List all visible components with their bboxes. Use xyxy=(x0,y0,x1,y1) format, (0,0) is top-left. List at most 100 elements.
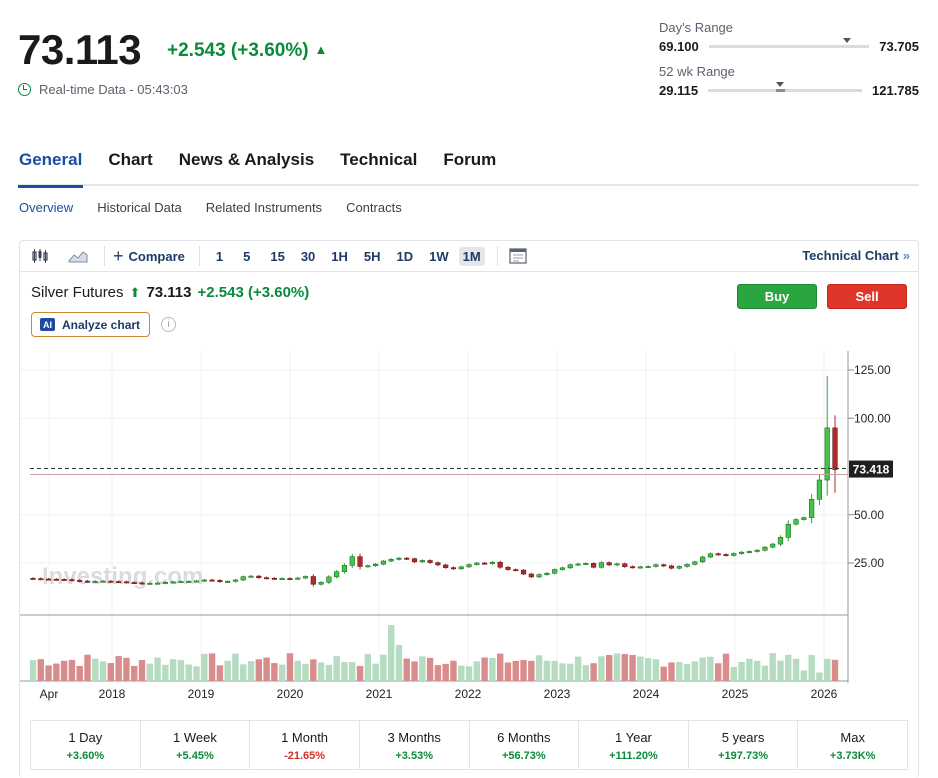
perf-1-week[interactable]: 1 Week +5.45% xyxy=(141,721,251,769)
instrument-name: Silver Futures xyxy=(31,284,124,301)
interval-1w[interactable]: 1W xyxy=(429,248,449,264)
candle-up xyxy=(559,567,566,570)
volume-bar xyxy=(528,660,535,681)
x-tick-label: Apr xyxy=(40,687,59,701)
subtab-contracts[interactable]: Contracts xyxy=(346,200,402,215)
interval-1m[interactable]: 1M xyxy=(458,246,485,266)
52wk-range-high: 121.785 xyxy=(872,83,919,98)
perf-label: Max xyxy=(840,730,865,745)
legend-last: 73.113 xyxy=(146,284,192,301)
interval-30[interactable]: 30 xyxy=(300,248,316,264)
candle-down xyxy=(77,580,83,582)
candle-up xyxy=(178,581,184,584)
volume-bar xyxy=(177,660,185,681)
volume-bar xyxy=(294,660,301,681)
interval-5[interactable]: 5 xyxy=(243,248,251,264)
candle-down xyxy=(513,569,519,572)
candle-up xyxy=(785,523,791,538)
candle-up xyxy=(186,581,192,583)
candle-down xyxy=(116,581,122,584)
x-tick-label: 2018 xyxy=(99,687,126,701)
days-range-marker xyxy=(842,38,851,43)
buy-button[interactable]: Buy xyxy=(737,284,817,309)
candle-up xyxy=(770,543,776,548)
volume-bar xyxy=(504,662,512,681)
compare-button[interactable]: + Compare xyxy=(113,247,185,265)
info-icon[interactable]: i xyxy=(161,317,176,332)
volume-bar xyxy=(699,657,706,681)
candle-down xyxy=(217,580,223,583)
subtab-related-instruments[interactable]: Related Instruments xyxy=(205,200,323,215)
candle-up xyxy=(458,566,464,570)
perf-6-months[interactable]: 6 Months +56.73% xyxy=(470,721,580,769)
volume-bar xyxy=(60,660,68,681)
volume-bar xyxy=(146,663,153,681)
candle-up xyxy=(575,563,581,566)
volume-bar xyxy=(543,660,551,681)
volume-bar xyxy=(512,660,519,681)
candle-up xyxy=(100,580,106,583)
technical-chart-link[interactable]: Technical Chart» xyxy=(802,248,910,263)
candlestick-icon[interactable] xyxy=(28,246,52,266)
candle-up xyxy=(777,537,784,545)
tab-forum[interactable]: Forum xyxy=(443,150,497,169)
subtab-overview[interactable]: Overview xyxy=(19,200,74,215)
x-tick-label: 2019 xyxy=(188,687,215,701)
perf-value: +3.60% xyxy=(66,750,105,762)
last-price: 73.113 xyxy=(18,26,142,73)
candle-up xyxy=(318,582,324,585)
candle-down xyxy=(30,578,36,580)
volume-bar xyxy=(255,659,263,681)
52wk-range-marker xyxy=(776,82,785,87)
interval-1[interactable]: 1 xyxy=(215,248,224,264)
tab-technical[interactable]: Technical xyxy=(340,150,418,169)
volume-bar xyxy=(45,665,52,681)
volume-bar xyxy=(831,659,839,681)
volume-bar xyxy=(76,665,83,681)
volume-bar xyxy=(496,653,504,681)
candle-down xyxy=(435,562,441,566)
volume-bar xyxy=(800,670,808,681)
interval-15[interactable]: 15 xyxy=(270,248,285,264)
tab-general[interactable]: General xyxy=(18,148,84,188)
volume-bar xyxy=(715,663,722,681)
x-tick-label: 2024 xyxy=(633,687,660,701)
volume-bar xyxy=(637,656,644,681)
tab-chart[interactable]: Chart xyxy=(108,150,153,169)
perf-5-years[interactable]: 5 years +197.73% xyxy=(689,721,799,769)
perf-max[interactable]: Max +3.73K% xyxy=(798,721,907,769)
price-chart[interactable]: Investing.com 125.00 100.00 50.00 25.00 Apr… xyxy=(20,351,918,701)
candle-down xyxy=(528,573,534,578)
candle-up xyxy=(419,560,425,563)
toolbar-divider xyxy=(496,246,498,266)
volume-bars xyxy=(29,625,839,681)
analyze-chart-button[interactable]: AI Analyze chart xyxy=(31,312,151,337)
volume-bar xyxy=(247,661,255,681)
volume-bar xyxy=(746,658,753,681)
perf-1-month[interactable]: 1 Month -21.65% xyxy=(250,721,360,769)
calendar-icon[interactable] xyxy=(506,246,530,266)
candle-down xyxy=(271,577,277,580)
subtab-historical-data[interactable]: Historical Data xyxy=(97,200,182,215)
compare-label: Compare xyxy=(128,248,185,264)
perf-1-year[interactable]: 1 Year +111.20% xyxy=(579,721,689,769)
interval-1h[interactable]: 1H xyxy=(331,248,348,264)
interval-1d[interactable]: 1D xyxy=(396,248,414,264)
sell-button[interactable]: Sell xyxy=(827,284,907,309)
volume-bar xyxy=(419,656,426,681)
volume-bar xyxy=(356,665,364,681)
52wk-range-low: 29.115 xyxy=(659,83,699,98)
candle-up xyxy=(676,566,682,569)
interval-5h[interactable]: 5H xyxy=(363,248,381,264)
volume-bar xyxy=(115,656,122,681)
days-range-label: Day's Range xyxy=(659,20,734,35)
volume-bar xyxy=(676,661,683,681)
candle-up xyxy=(466,564,472,568)
plus-icon: + xyxy=(113,246,124,266)
volume-bar xyxy=(364,654,372,681)
area-chart-icon[interactable] xyxy=(66,246,90,266)
perf-3-months[interactable]: 3 Months +3.53% xyxy=(360,721,470,769)
perf-1-day[interactable]: 1 Day +3.60% xyxy=(31,721,141,769)
watermark: Investing.com xyxy=(42,563,203,590)
tab-news-analysis[interactable]: News & Analysis xyxy=(178,150,315,169)
